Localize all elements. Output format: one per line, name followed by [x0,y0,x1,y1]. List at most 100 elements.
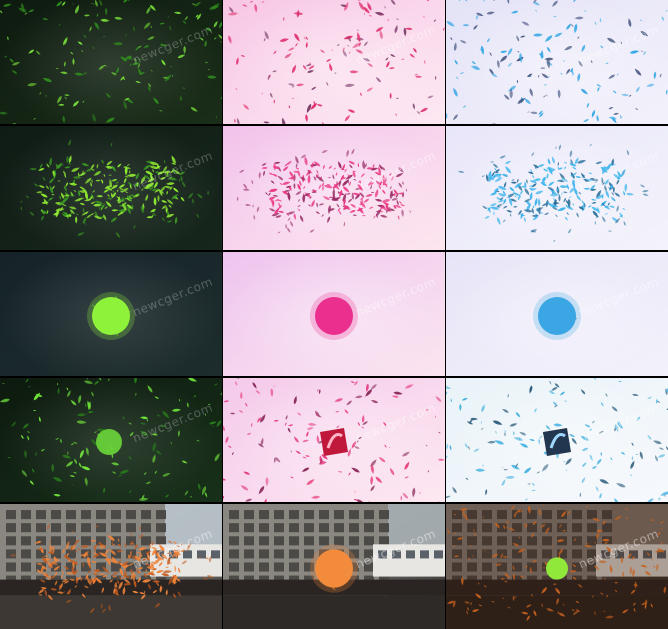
particle [196,13,202,20]
particle [103,214,107,221]
particle [353,179,357,181]
particle [565,216,568,221]
particle [306,103,312,114]
particle [660,520,664,524]
particle [652,565,656,568]
particle [273,384,275,388]
particle [287,191,291,202]
particle [207,190,209,196]
particle [359,42,361,47]
particle [124,542,127,548]
particle [373,215,376,219]
particle [549,380,552,385]
particle [456,537,464,540]
particle [361,426,365,429]
particle [453,42,457,52]
particle [235,88,238,90]
particle [516,79,519,84]
particle [363,41,369,47]
particle [268,192,271,196]
particle [65,461,74,468]
particle [143,472,147,475]
particle [310,495,321,499]
particle [642,193,649,196]
scene-image [446,378,668,502]
particle [618,380,622,383]
particle [188,192,194,199]
particle [468,446,470,450]
particle [167,199,174,205]
particle [592,378,597,380]
particle [56,0,63,7]
particle [186,402,189,408]
particle [517,51,520,53]
particle [483,584,487,588]
particle [0,398,10,403]
particle [346,400,352,406]
particle [209,555,212,563]
particle [62,204,67,207]
scene-image [446,0,668,124]
scene-image [0,252,222,376]
particle [58,199,67,206]
particles [236,148,411,234]
particle [393,391,403,395]
particle [129,540,134,546]
particle [168,177,178,181]
particle [240,485,249,491]
particle [111,541,113,545]
particle [561,192,563,196]
particle [472,65,480,69]
particle [609,205,615,208]
particle [70,544,73,552]
particle [107,194,111,198]
particle [524,198,531,203]
particle [568,196,572,199]
particle [507,606,511,609]
particle [64,174,67,179]
particle [204,492,208,498]
particle [207,403,211,405]
particle [323,184,333,189]
particle [147,36,155,40]
particle [446,391,448,398]
particle [473,448,480,452]
particle [263,37,266,42]
particle [167,556,171,566]
particle [601,215,606,223]
particle [488,173,493,183]
particle [158,110,163,112]
particle [344,1,349,11]
particle [91,179,93,184]
particle [126,173,137,177]
particle [395,18,399,21]
particle [403,27,407,37]
particle [178,178,181,182]
particle [533,2,540,6]
particle [122,416,125,420]
particle [190,107,198,112]
particle [347,45,350,47]
particle [521,611,529,615]
particle [124,175,129,178]
particle [422,16,425,18]
particle [572,576,577,580]
particle [155,450,162,455]
particle [117,196,121,204]
particle [143,22,151,30]
particle [216,420,222,428]
particle [352,42,361,49]
particle [22,423,29,429]
particle [639,184,645,188]
particle [104,206,108,210]
particle [619,212,623,219]
particle [197,483,201,491]
particle [575,600,580,604]
particle [64,166,71,169]
particle [165,206,168,214]
particle [582,462,587,467]
particle [164,185,172,189]
particle [302,65,307,71]
particle [306,431,309,437]
particle [551,204,559,208]
